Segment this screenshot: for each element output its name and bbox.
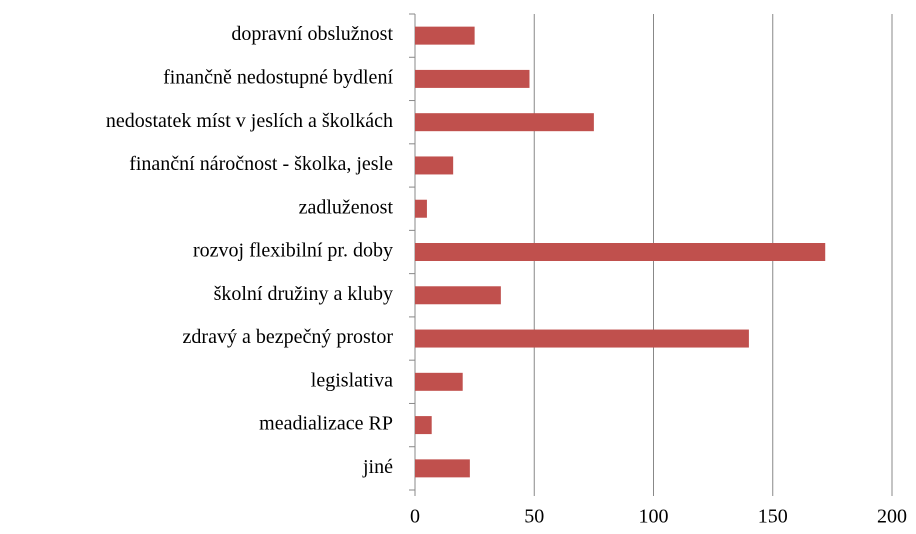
bar: [415, 69, 530, 88]
y-tick-label: jiné: [362, 456, 393, 478]
bar: [415, 416, 432, 435]
x-tick-label: 150: [758, 506, 788, 528]
y-tick-label: zadluženost: [299, 196, 394, 218]
bar: [415, 113, 594, 132]
y-tick-label: nedostatek míst v jeslích a školkách: [106, 110, 393, 132]
x-tick-label: 50: [524, 506, 544, 528]
y-tick-label: rozvoj flexibilní pr. doby: [193, 240, 393, 262]
y-tick-label: školní družiny a kluby: [214, 283, 393, 305]
bar: [415, 26, 475, 45]
y-tick-label: finančně nedostupné bydlení: [163, 67, 393, 89]
bar: [415, 199, 427, 218]
bar: [415, 156, 454, 175]
bar: [415, 459, 470, 478]
bar: [415, 372, 463, 391]
bar: [415, 286, 501, 305]
y-tick-label: finanční náročnost - školka, jesle: [129, 153, 393, 175]
bar: [415, 243, 826, 261]
y-tick-label: legislativa: [311, 369, 393, 391]
bar: [415, 329, 749, 348]
y-tick-label: dopravní obslužnost: [231, 23, 393, 45]
x-tick-label: 100: [639, 506, 669, 528]
x-tick-label: 0: [410, 506, 420, 528]
y-tick-label: meadializace RP: [259, 413, 393, 435]
y-tick-label: zdravý a bezpečný prostor: [183, 326, 394, 348]
x-tick-label: 200: [877, 506, 907, 528]
